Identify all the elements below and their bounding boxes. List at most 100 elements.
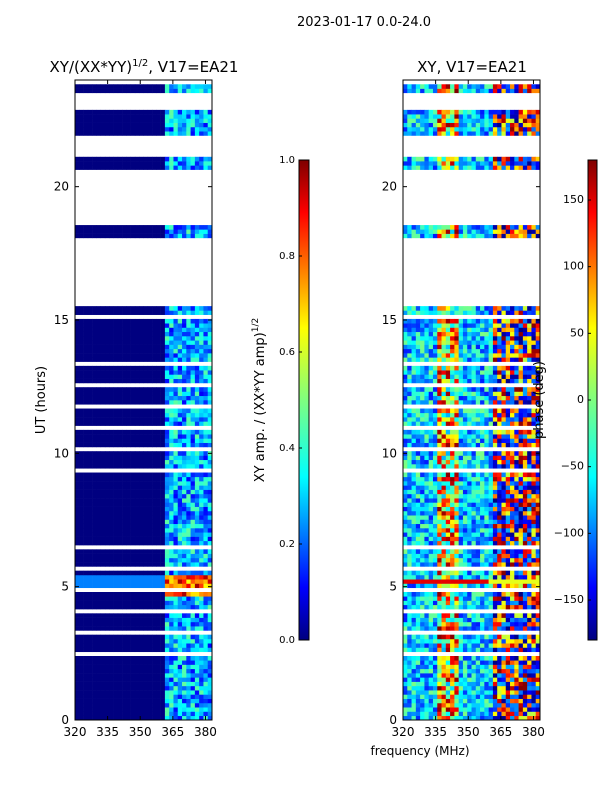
heatmap-cell [169,378,174,384]
heatmap-cell [182,327,187,333]
heatmap-cell [126,387,131,392]
heatmap-cell [156,634,161,640]
heatmap-cell [518,528,524,533]
heatmap-cell [109,485,114,490]
heatmap-cell [535,707,540,712]
heatmap-cell [501,570,507,576]
heatmap-cell [488,502,494,507]
heatmap-cell [100,378,106,384]
heatmap-cell [122,574,127,580]
heatmap-cell [164,694,170,699]
heatmap-cell [134,417,140,422]
heatmap-cell [117,536,123,542]
heatmap-cell [531,643,537,648]
heatmap-cell [104,310,110,315]
heatmap-cell [117,340,123,345]
heatmap-cell [87,109,93,115]
heatmap-cell [527,528,532,533]
heatmap-cell [160,510,166,516]
heatmap-cell [177,109,183,115]
heatmap-cell [122,353,127,358]
heatmap-cell [96,604,101,610]
heatmap-cell [510,510,515,516]
heatmap-cell [441,451,447,456]
heatmap-cell [87,519,93,525]
heatmap-cell [207,434,212,439]
heatmap-cell [199,711,204,717]
heatmap-cell [475,668,481,674]
heatmap-cell [454,592,459,597]
heatmap-cell [117,694,123,699]
heatmap-cell [177,532,183,537]
heatmap-cell [156,519,161,525]
heatmap-cell [143,532,149,537]
heatmap-cell [407,626,412,631]
heatmap-cell [152,510,157,516]
heatmap-cell [113,519,119,525]
heatmap-cell [100,126,106,132]
heatmap-cell [113,472,119,478]
heatmap-cell [432,528,438,533]
heatmap-cell [130,429,136,435]
heatmap-cell [156,400,161,405]
heatmap-cell [432,604,438,610]
heatmap-cell [122,549,127,554]
heatmap-cell [428,596,434,601]
heatmap-cell [173,161,179,166]
heatmap-cell [139,156,144,162]
heatmap-cell [173,617,179,623]
heatmap-cell [424,493,429,499]
heatmap-cell [497,485,502,490]
heatmap-cell [441,493,447,499]
heatmap-cell [445,660,451,665]
heatmap-cell [122,596,127,601]
heatmap-cell [173,498,179,503]
heatmap-cell [75,391,80,397]
heatmap-cell [207,84,212,89]
heatmap-cell [109,613,114,618]
heatmap-cell [177,570,183,576]
heatmap-cell [160,523,166,529]
heatmap-cell [415,617,421,623]
heatmap-cell [96,331,101,337]
heatmap-cell [428,604,434,610]
heatmap-cell [484,685,489,691]
heatmap-cell [492,493,498,499]
heatmap-cell [173,318,179,324]
heatmap-cell [203,557,209,563]
heatmap-cell [139,647,144,653]
heatmap-cell [126,165,131,170]
heatmap-cell [510,455,515,461]
heatmap-cell [122,306,127,311]
heatmap-cell [173,434,179,439]
heatmap-cell [156,485,161,490]
heatmap-cell [407,643,412,648]
heatmap-cell [428,574,434,580]
heatmap-cell [147,677,153,682]
heatmap-cell [126,429,131,435]
heatmap-cell [83,579,89,584]
heatmap-cell [432,677,438,682]
heatmap-cell [164,395,170,401]
heatmap-cell [152,557,157,563]
heatmap-cell [514,621,519,627]
heatmap-cell [143,340,149,345]
heatmap-cell [441,502,447,507]
heatmap-cell [164,592,170,597]
heatmap-cell [437,698,442,704]
heatmap-cell [194,519,200,525]
heatmap-cell [203,668,209,674]
heatmap-cell [190,88,196,94]
heatmap-cell [514,574,519,580]
heatmap-cell [403,694,408,699]
heatmap-cell [501,498,507,503]
heatmap-cell [480,515,485,520]
heatmap-cell [139,109,144,115]
heatmap-cell [79,114,84,119]
heatmap-cell [475,455,481,461]
heatmap-cell [126,523,131,529]
heatmap-cell [424,626,429,631]
heatmap-cell [190,472,196,478]
heatmap-cell [522,485,528,490]
heatmap-cell [514,459,519,465]
